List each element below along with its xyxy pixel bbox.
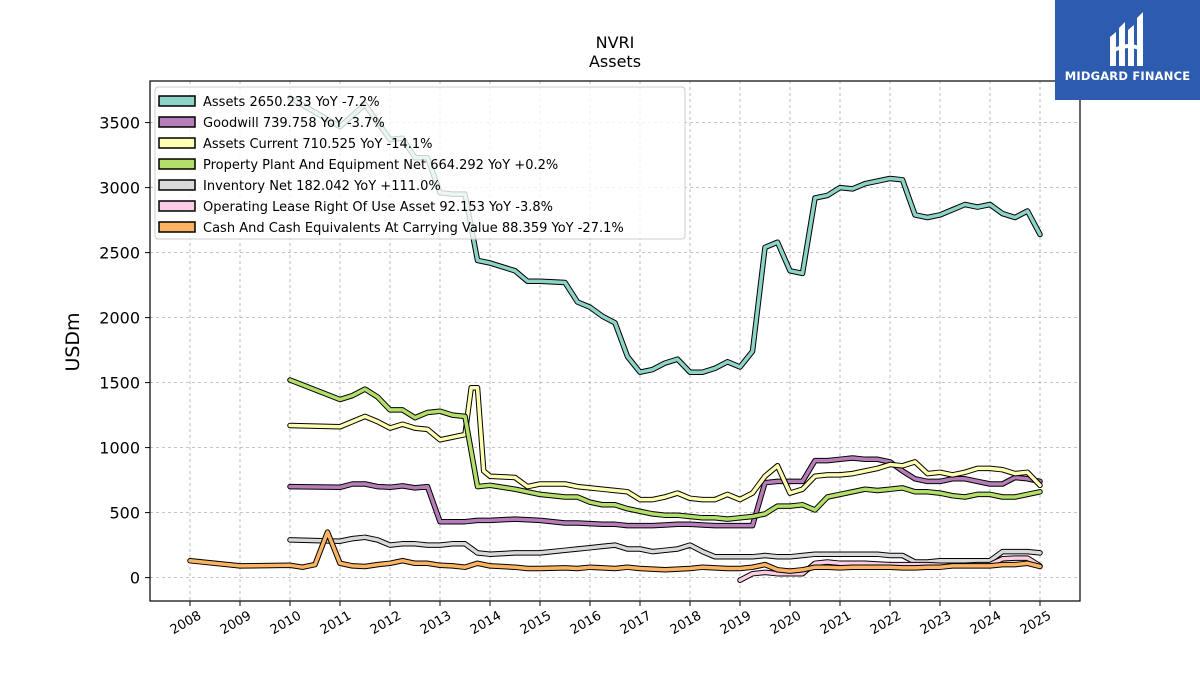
- legend-swatch: [158, 137, 196, 149]
- x-tick-label: 2013: [418, 608, 454, 638]
- legend-entry: Property Plant And Equipment Net 664.292…: [203, 158, 558, 173]
- x-tick-label: 2011: [318, 608, 354, 638]
- x-tick-label: 2017: [618, 608, 654, 638]
- legend-swatch: [158, 116, 196, 128]
- y-tick-label: 1500: [99, 374, 140, 393]
- series-line-6: [188, 530, 1042, 573]
- x-tick-label: 2012: [368, 608, 404, 638]
- plot-frame: [149, 80, 1081, 602]
- series-line-1: [288, 456, 1042, 528]
- legend-swatch: [158, 200, 196, 212]
- series-line-2: [288, 386, 1042, 502]
- legend-swatch: [158, 158, 196, 170]
- x-tick-label: 2021: [818, 608, 854, 638]
- legend-entry: Assets Current 710.525 YoY -14.1%: [203, 137, 433, 152]
- y-tick-label: 3000: [99, 179, 140, 198]
- series-line-3: [288, 378, 1042, 521]
- x-tick-label: 2018: [668, 608, 704, 638]
- logo-name: MIDGARD FINANCE: [1064, 69, 1191, 83]
- x-tick-label: 2014: [468, 608, 504, 638]
- brand-logo: MIDGARD FINANCE: [1055, 0, 1200, 100]
- legend-swatch: [158, 179, 196, 191]
- chart-subtitle: Assets: [589, 52, 641, 71]
- legend-entry: Assets 2650.233 YoY -7.2%: [203, 95, 380, 110]
- legend-box: [154, 86, 686, 240]
- chart-title: NVRI: [596, 33, 635, 52]
- x-tick-label: 2019: [718, 608, 754, 638]
- x-tick-label: 2009: [218, 608, 254, 638]
- x-tick-label: 2025: [1018, 608, 1054, 638]
- y-tick-label: 2000: [99, 309, 140, 328]
- x-tick-label: 2023: [918, 608, 954, 638]
- y-tick-label: 0: [130, 569, 140, 588]
- legend-entry: Goodwill 739.758 YoY -3.7%: [203, 116, 385, 131]
- legend-swatch: [158, 221, 196, 233]
- x-tick-label: 2015: [518, 608, 554, 638]
- legend-entry: Operating Lease Right Of Use Asset 92.15…: [203, 200, 553, 215]
- x-tick-label: 2024: [968, 608, 1004, 638]
- x-tick-label: 2010: [268, 608, 304, 638]
- legend-entry: Cash And Cash Equivalents At Carrying Va…: [203, 221, 624, 236]
- x-tick-label: 2022: [868, 608, 904, 638]
- y-tick-label: 3500: [99, 114, 140, 133]
- y-tick-label: 500: [109, 504, 140, 523]
- x-tick-label: 2016: [568, 608, 604, 638]
- legend: Assets 2650.233 YoY -7.2% Goodwill 739.75…: [154, 86, 686, 240]
- y-axis-ticks: 0 500 1000 1500 2000 2500 3000 3500: [99, 114, 150, 588]
- x-tick-label: 2008: [168, 608, 204, 638]
- logo-mark-icon: [1110, 12, 1143, 66]
- y-axis-label: USDm: [62, 312, 84, 371]
- legend-entry: Inventory Net 182.042 YoY +111.0%: [203, 179, 441, 194]
- y-tick-label: 2500: [99, 244, 140, 263]
- x-tick-label: 2020: [768, 608, 804, 638]
- legend-swatch: [158, 95, 196, 107]
- y-tick-label: 1000: [99, 439, 140, 458]
- x-axis-ticks: 2008 2009 2010 2011 2012 2013 2014 2015 2016 2017…: [168, 601, 1054, 638]
